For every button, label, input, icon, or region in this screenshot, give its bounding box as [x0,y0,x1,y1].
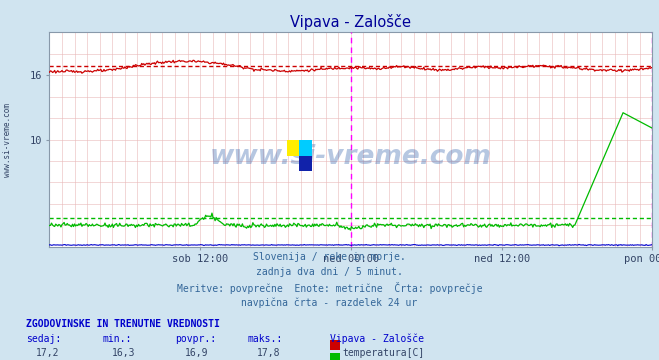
Text: Meritve: povprečne  Enote: metrične  Črta: povprečje: Meritve: povprečne Enote: metrične Črta:… [177,282,482,294]
Bar [287,140,299,156]
Text: Vipava - Zalošče: Vipava - Zalošče [330,334,424,344]
Text: maks.:: maks.: [247,334,282,344]
Title: Vipava - Zalošče: Vipava - Zalošče [291,14,411,30]
Text: 17,2: 17,2 [36,348,60,358]
Text: min.:: min.: [102,334,132,344]
Text: sedaj:: sedaj: [26,334,61,344]
Bar [299,140,312,156]
Text: 16,9: 16,9 [185,348,208,358]
Bar [299,156,312,171]
Text: 16,3: 16,3 [112,348,136,358]
Text: Slovenija / reke in morje.: Slovenija / reke in morje. [253,252,406,262]
Text: temperatura[C]: temperatura[C] [343,348,425,358]
Text: www.si-vreme.com: www.si-vreme.com [210,144,492,170]
Text: 17,8: 17,8 [257,348,281,358]
Text: www.si-vreme.com: www.si-vreme.com [3,103,13,177]
Text: ZGODOVINSKE IN TRENUTNE VREDNOSTI: ZGODOVINSKE IN TRENUTNE VREDNOSTI [26,319,220,329]
Text: povpr.:: povpr.: [175,334,215,344]
Text: navpična črta - razdelek 24 ur: navpična črta - razdelek 24 ur [241,297,418,308]
Text: zadnja dva dni / 5 minut.: zadnja dva dni / 5 minut. [256,267,403,277]
